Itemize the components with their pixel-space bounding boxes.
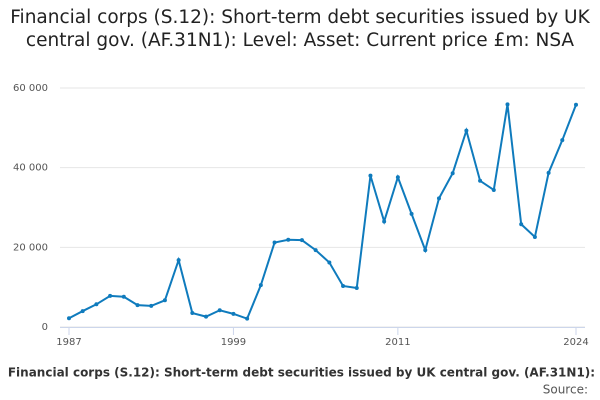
point (382, 219, 387, 224)
point (574, 102, 578, 107)
point (505, 102, 510, 107)
y-tick-label: 20 000 (13, 242, 48, 253)
x-tick-label: 1999 (221, 337, 246, 348)
point (532, 234, 537, 239)
point (149, 303, 154, 308)
line (68, 104, 577, 320)
chart-title: Financial corps (S.12): Short-term debt … (10, 7, 590, 51)
point (478, 178, 483, 183)
point (217, 308, 222, 313)
point (519, 222, 524, 227)
point (464, 128, 469, 133)
point (546, 170, 551, 175)
point (80, 309, 85, 314)
point (327, 260, 332, 265)
point (409, 211, 414, 216)
point (245, 316, 250, 321)
point (341, 283, 346, 288)
point (121, 294, 126, 299)
point (190, 311, 195, 316)
point (436, 196, 441, 201)
legend-entry: Financial corps (S.12): Short-term debt … (8, 366, 600, 380)
source: Source: (543, 383, 588, 397)
point (354, 285, 359, 290)
x-tick-label: 2024 (563, 337, 588, 348)
point (395, 175, 400, 180)
y-tick-label: 0 (42, 322, 48, 333)
point (94, 302, 99, 307)
point (108, 293, 113, 298)
point (423, 248, 428, 253)
point (67, 316, 71, 321)
point (258, 283, 263, 288)
y-tick-label: 40 000 (13, 163, 48, 174)
point (368, 173, 373, 178)
point (162, 298, 167, 303)
x-tick-label: 1987 (56, 337, 81, 348)
point (450, 171, 455, 176)
point (313, 248, 318, 253)
point (272, 240, 277, 245)
point (560, 138, 565, 143)
x-tick-label: 2011 (385, 337, 410, 348)
point (491, 187, 496, 192)
y-tick-label: 60 000 (13, 83, 48, 94)
point (135, 303, 140, 308)
point (204, 314, 209, 319)
point (286, 237, 291, 242)
point (176, 258, 181, 263)
point (231, 311, 236, 316)
point (299, 238, 304, 243)
